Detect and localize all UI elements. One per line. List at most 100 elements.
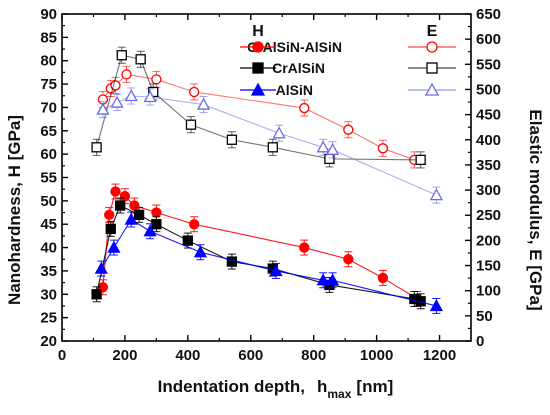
data-point (299, 242, 310, 253)
data-point (107, 240, 121, 253)
y-right-tick-label: 200 (476, 232, 501, 249)
data-point (226, 256, 238, 267)
y-left-tick-label: 55 (40, 170, 57, 187)
series-e-alsin (96, 87, 443, 204)
y-right-tick-label: 300 (476, 182, 501, 199)
data-point (226, 134, 238, 145)
y-left-tick-label: 75 (40, 76, 57, 93)
data-point (188, 219, 200, 230)
y-left-tick-label: 20 (40, 333, 57, 350)
series-h-cralsin-alsin (97, 183, 423, 307)
series-e-cralsin-alsin (97, 65, 420, 169)
legend-marker-e (426, 62, 438, 74)
y-right-tick-label: 500 (476, 81, 501, 98)
data-point (325, 273, 340, 286)
y-right-tick-label: 50 (476, 308, 493, 325)
legend-h-header: H (252, 23, 264, 40)
data-point (267, 142, 278, 153)
y-left-tick-label: 60 (40, 146, 57, 163)
y-right-tick-label: 350 (476, 157, 501, 174)
data-point (151, 207, 162, 218)
y-left-tick-label: 90 (40, 6, 57, 23)
series-line (102, 190, 418, 300)
y-right-tick-label: 550 (476, 56, 501, 73)
data-point (124, 212, 138, 225)
series-layer (91, 46, 443, 314)
y-right-tick-label: 0 (476, 333, 484, 350)
data-point (115, 200, 126, 211)
data-point (110, 186, 121, 197)
x-tick-label: 600 (238, 347, 263, 364)
y-left-tick-label: 25 (40, 310, 57, 327)
y-right-axis-title: Elastic modulus, E [GPa] (526, 109, 545, 310)
data-point (343, 254, 354, 265)
x-tick-label: 400 (175, 347, 200, 364)
x-axis-title-symbol: hmax [nm] (317, 377, 393, 401)
y-left-tick-label: 40 (40, 240, 57, 257)
data-point (299, 102, 310, 114)
data-point (316, 273, 330, 286)
data-point (188, 86, 200, 98)
legend-label: CrAlSiN-AlSiN (247, 39, 342, 55)
x-tick-label: 800 (301, 347, 326, 364)
data-point (377, 143, 389, 154)
legend-marker-e (424, 82, 440, 96)
axis-titles: Indentation depth, hmax [nm] Nanohardness… (5, 109, 545, 401)
legend-marker-h (252, 41, 264, 53)
data-point (116, 50, 127, 61)
data-point (343, 124, 354, 135)
data-point (429, 188, 443, 201)
x-axis-title-subscript: max (327, 387, 351, 401)
legend-e-header: E (427, 23, 438, 40)
y-left-axis-title: Nanohardness, H [GPa] (5, 115, 24, 305)
y-right-tick-label: 150 (476, 258, 501, 275)
y-right-tick-label: 650 (476, 6, 501, 23)
data-point (325, 142, 340, 155)
data-point (182, 235, 193, 246)
data-point (129, 200, 140, 211)
legend-label: CrAlSiN (272, 60, 325, 76)
data-point (135, 54, 146, 65)
data-point (151, 74, 162, 85)
data-point (110, 95, 124, 108)
y-left-tick-label: 30 (40, 286, 57, 303)
data-point (91, 142, 102, 153)
y-left-tick-label: 65 (40, 123, 57, 140)
legend-marker-h (252, 62, 264, 74)
data-point (429, 299, 443, 312)
y-right-tick-label: 100 (476, 283, 501, 300)
data-point (143, 90, 157, 103)
data-point (104, 209, 115, 221)
data-point (133, 209, 145, 221)
y-left-tick-label: 35 (40, 263, 57, 280)
data-point (185, 119, 197, 130)
y-left-tick-label: 85 (40, 29, 57, 46)
y-left-tick-label: 50 (40, 193, 57, 210)
data-point (119, 191, 131, 202)
data-point (143, 224, 157, 237)
data-point (196, 97, 211, 110)
data-point (415, 154, 426, 166)
x-tick-label: 1200 (423, 347, 456, 364)
data-point (91, 289, 102, 300)
x-tick-label: 0 (58, 347, 66, 364)
data-point (94, 261, 108, 274)
data-point (269, 264, 283, 277)
y-right-tick-label: 600 (476, 31, 501, 48)
data-point (193, 245, 208, 258)
x-axis-title: Indentation depth, (158, 377, 305, 396)
data-point (272, 126, 286, 139)
data-point (124, 89, 138, 102)
y-left-tick-label: 45 (40, 216, 57, 233)
legend: H E CrAlSiN-AlSiN CrAlSiN AlSiN (240, 23, 456, 98)
data-point (121, 69, 132, 80)
y-right-tick-label: 450 (476, 107, 501, 124)
data-point (316, 140, 330, 153)
axes-layer: 0 200 400 600 800 1000 12002025303540455055606… (40, 6, 501, 364)
y-left-tick-label: 70 (40, 99, 57, 116)
x-axis-title-unit: [nm] (356, 377, 393, 396)
x-tick-label: 1000 (360, 347, 393, 364)
legend-label: AlSiN (276, 82, 313, 98)
data-point (96, 102, 110, 115)
